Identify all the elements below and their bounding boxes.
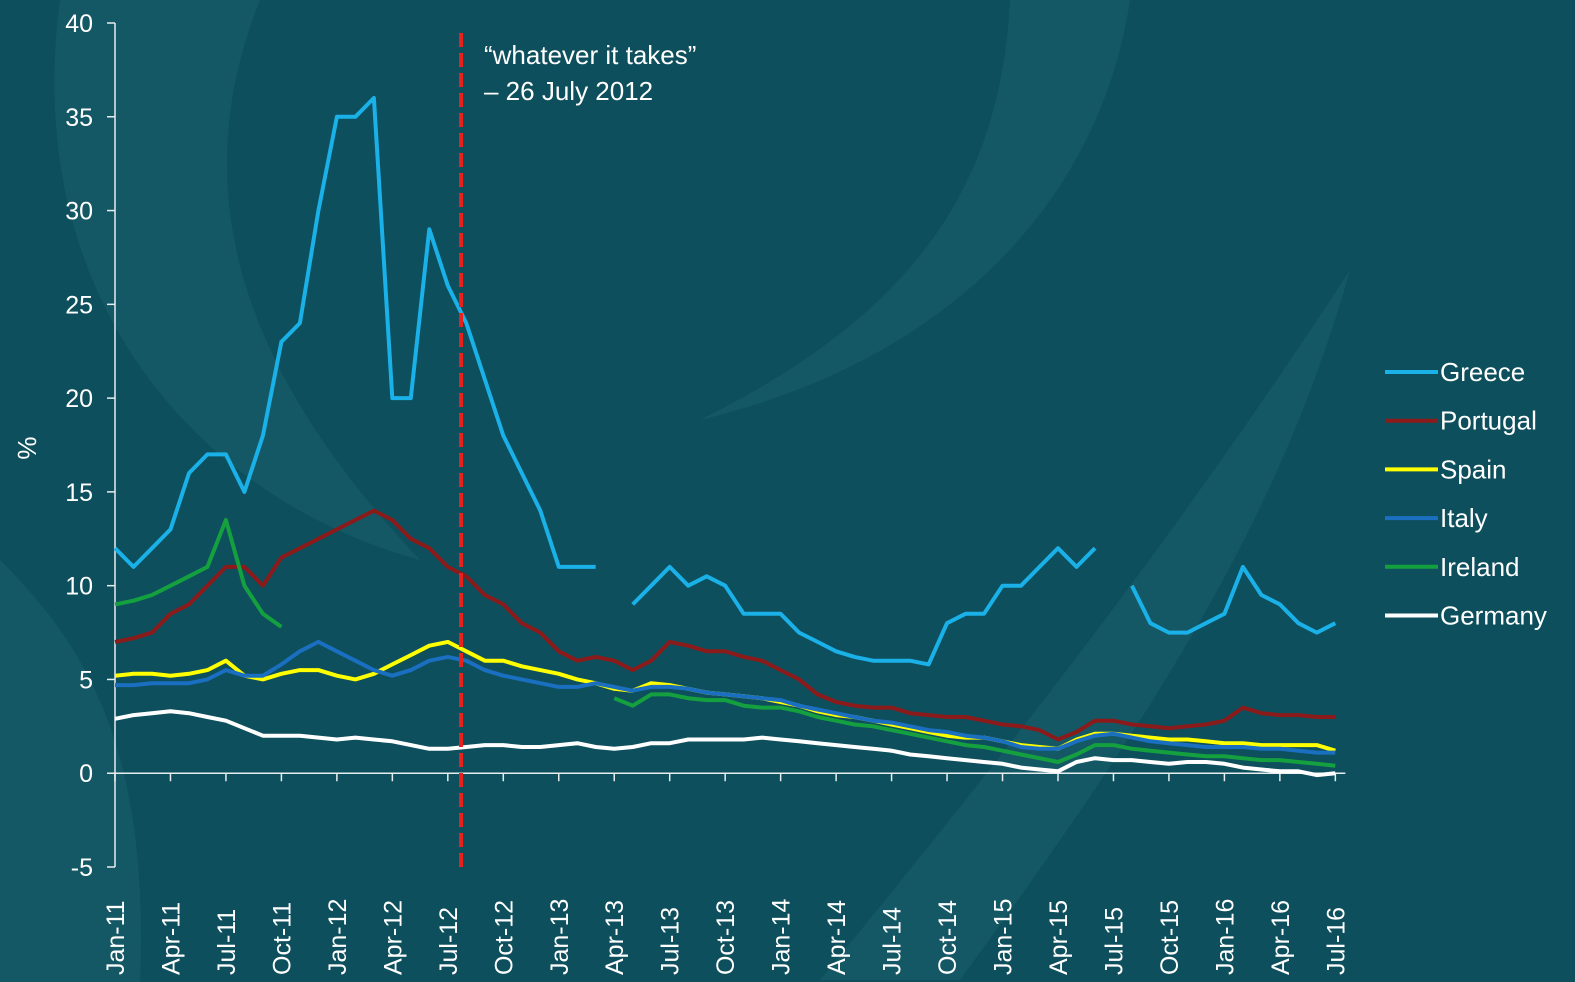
y-tick-label: 25: [65, 291, 93, 319]
x-tick-label: Jan-16: [1211, 899, 1239, 975]
y-tick-label: 5: [79, 666, 93, 694]
y-tick-label: 30: [65, 198, 93, 226]
x-tick-label: Oct-12: [490, 900, 518, 975]
y-tick-label: -5: [71, 854, 93, 882]
legend-label: Spain: [1440, 454, 1507, 484]
x-tick-label: Jan-11: [102, 900, 130, 975]
x-tick-label: Jan-15: [990, 899, 1018, 975]
y-tick-label: 15: [65, 479, 93, 507]
annotation: “whatever it takes”: [484, 40, 696, 70]
legend-label: Ireland: [1440, 552, 1520, 582]
y-tick-label: 10: [65, 573, 93, 601]
x-tick-label: Apr-11: [157, 902, 185, 975]
y-tick-label: 20: [65, 385, 93, 413]
y-tick-label: 0: [79, 760, 93, 788]
y-tick-label: 35: [65, 104, 93, 132]
x-tick-label: Oct-13: [712, 900, 740, 975]
x-tick-label: Jul-15: [1100, 907, 1128, 975]
y-axis-label: %: [12, 436, 42, 459]
x-tick-label: Jul-14: [879, 907, 907, 975]
x-tick-label: Jul-12: [435, 907, 463, 975]
x-tick-label: Jul-16: [1322, 907, 1350, 975]
swirl: [700, 0, 1130, 420]
swirl: [820, 270, 1350, 980]
x-tick-label: Jan-13: [546, 899, 574, 975]
x-tick-label: Apr-16: [1267, 900, 1295, 975]
x-tick-label: Oct-11: [268, 902, 296, 975]
x-tick-label: Apr-15: [1045, 900, 1073, 975]
legend-label: Italy: [1440, 503, 1488, 533]
x-tick-label: Jul-11: [213, 909, 241, 975]
chart: % “whatever it takes” – 26 July 2012 -5 0…: [0, 0, 1575, 982]
annotation: – 26 July 2012: [484, 76, 653, 106]
x-tick-label: Apr-14: [823, 900, 851, 975]
legend-label: Greece: [1440, 357, 1525, 387]
y-tick-label: 40: [65, 10, 93, 38]
x-tick-label: Apr-12: [379, 900, 407, 975]
x-tick-label: Jul-13: [657, 907, 685, 975]
background-decoration: [0, 0, 1350, 982]
legend-label: Germany: [1440, 601, 1547, 631]
x-tick-label: Oct-14: [934, 900, 962, 975]
x-tick-label: Jan-12: [324, 899, 352, 975]
x-tick-label: Jan-14: [768, 898, 796, 975]
x-tick-label: Oct-15: [1156, 900, 1184, 975]
x-tick-label: Apr-13: [601, 900, 629, 975]
legend-label: Portugal: [1440, 406, 1537, 436]
